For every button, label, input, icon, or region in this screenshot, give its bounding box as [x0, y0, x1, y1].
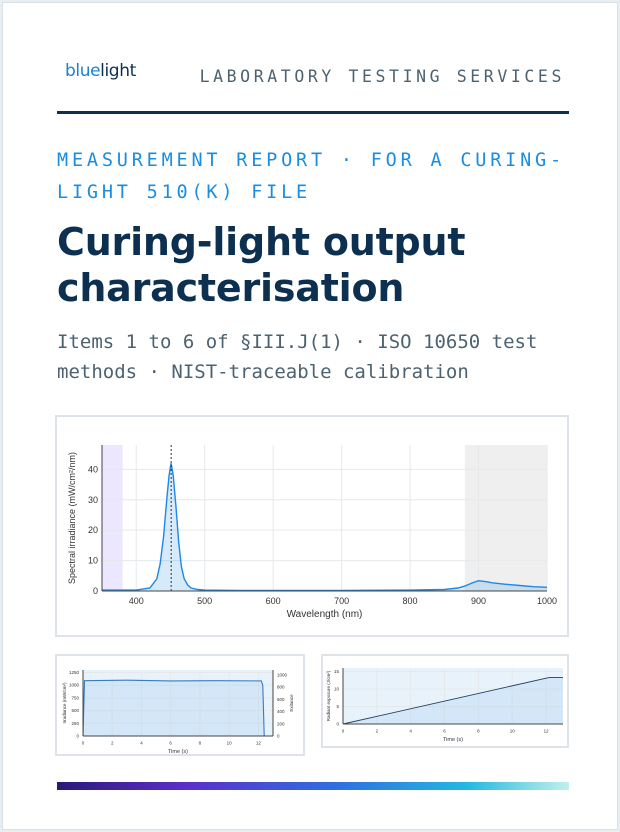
spectrum-chart: 400 500 600 700 800 900 1000 0 10 20 30 40 Wavelengt…: [67, 445, 557, 620]
x-tick-label: 4: [140, 741, 143, 746]
x-tick-label: 12: [256, 741, 262, 746]
x-tick-label: 6: [443, 729, 446, 734]
series-area: [343, 677, 563, 724]
page-title: Curing-light output characterisation: [57, 220, 466, 310]
services-heading: LABORATORY TESTING SERVICES: [199, 67, 565, 86]
x-tick-label: 900: [471, 596, 486, 606]
irradiance-chart: 0 2 4 6 8 10 12 0 250 500 750 1000 1250 0 200 400 600 800…: [62, 670, 294, 754]
y-axis-title: Radiant exposure (J/cm²): [326, 670, 331, 721]
x-axis-title: Wavelength (nm): [287, 609, 363, 620]
x-tick-label: 400: [129, 596, 144, 606]
y-tick-label: 500: [71, 708, 79, 713]
exposure-chart-card: 0 2 4 6 8 10 12 0 5 10 15 Time (s) Radiant exposure …: [321, 654, 569, 748]
y-tick-label: 30: [88, 495, 98, 505]
y-tick-label: 20: [88, 525, 98, 535]
gradient-footer-bar: [57, 782, 569, 790]
x-tick-label: 700: [334, 596, 349, 606]
spectrum-chart-card: 400 500 600 700 800 900 1000 0 10 20 30 40 Wavelengt…: [55, 415, 569, 637]
x-axis-title: Time (s): [168, 749, 188, 754]
y2-tick-label: 400: [277, 709, 285, 714]
y-tick-label: 0: [336, 722, 339, 727]
series-line: [342, 676, 563, 725]
x-tick-label: 2: [376, 729, 379, 734]
y-tick-label: 15: [334, 669, 340, 674]
logo-text-blue: blue: [65, 61, 101, 81]
x-axis-title: Time (s): [443, 737, 463, 743]
x-tick-label: 10: [510, 729, 516, 734]
plot-area: [343, 668, 563, 724]
shaded-band: [102, 445, 123, 591]
logo-text-light: light: [100, 61, 136, 81]
report-kicker: MEASUREMENT REPORT · FOR A CURING-LIGHT …: [57, 150, 565, 203]
x-tick-label: 500: [197, 596, 212, 606]
series-line: [102, 463, 548, 592]
y-tick-label: 750: [71, 695, 79, 700]
x-tick-label: 800: [403, 596, 418, 606]
y-tick-label: 1250: [69, 670, 80, 675]
x-tick-label: 8: [199, 741, 202, 746]
y-tick-label: 1000: [69, 683, 80, 688]
y-tick-label: 10: [334, 687, 340, 692]
x-tick-label: 4: [409, 729, 412, 734]
x-tick-label: 1000: [537, 596, 557, 606]
series-area: [83, 680, 265, 736]
y-axis-title: Irradiance (mW/cm²): [62, 682, 67, 724]
x-tick-label: 8: [477, 729, 480, 734]
bluelight-logo: bluelight: [65, 61, 136, 81]
y2-tick-label: 600: [277, 697, 285, 702]
exposure-chart: 0 2 4 6 8 10 12 0 5 10 15 Time (s) Radiant exposure …: [326, 668, 563, 743]
shaded-band: [464, 445, 547, 591]
y-tick-label: 40: [88, 464, 98, 474]
x-tick-label: 0: [82, 741, 85, 746]
y2-tick-label: 200: [277, 721, 285, 726]
header-rule: [57, 111, 569, 114]
x-tick-label: 600: [266, 596, 281, 606]
y2-axis-title: Exitance: [289, 694, 294, 712]
y-tick-label: 5: [336, 704, 339, 709]
y-axis-title: Spectral irradiance (mW/cm²/nm): [67, 452, 77, 584]
y2-tick-label: 1000: [277, 672, 288, 677]
y2-tick-label: 800: [277, 685, 285, 690]
x-tick-label: 12: [544, 729, 550, 734]
report-subtitle: Items 1 to 6 of §III.J(1) · ISO 10650 te…: [57, 331, 538, 383]
y-tick-label: 0: [93, 586, 98, 596]
x-tick-label: 6: [169, 741, 172, 746]
y-tick-label: 250: [71, 721, 79, 726]
x-tick-label: 0: [342, 729, 345, 734]
y2-tick-label: 0: [277, 734, 280, 739]
series-line: [82, 679, 265, 737]
y-tick-label: 0: [76, 734, 79, 739]
y-tick-label: 10: [88, 556, 98, 566]
irradiance-chart-card: 0 2 4 6 8 10 12 0 250 500 750 1000 1250 0 200 400 600 800…: [55, 654, 305, 756]
x-tick-label: 10: [227, 741, 233, 746]
x-tick-label: 2: [111, 741, 114, 746]
